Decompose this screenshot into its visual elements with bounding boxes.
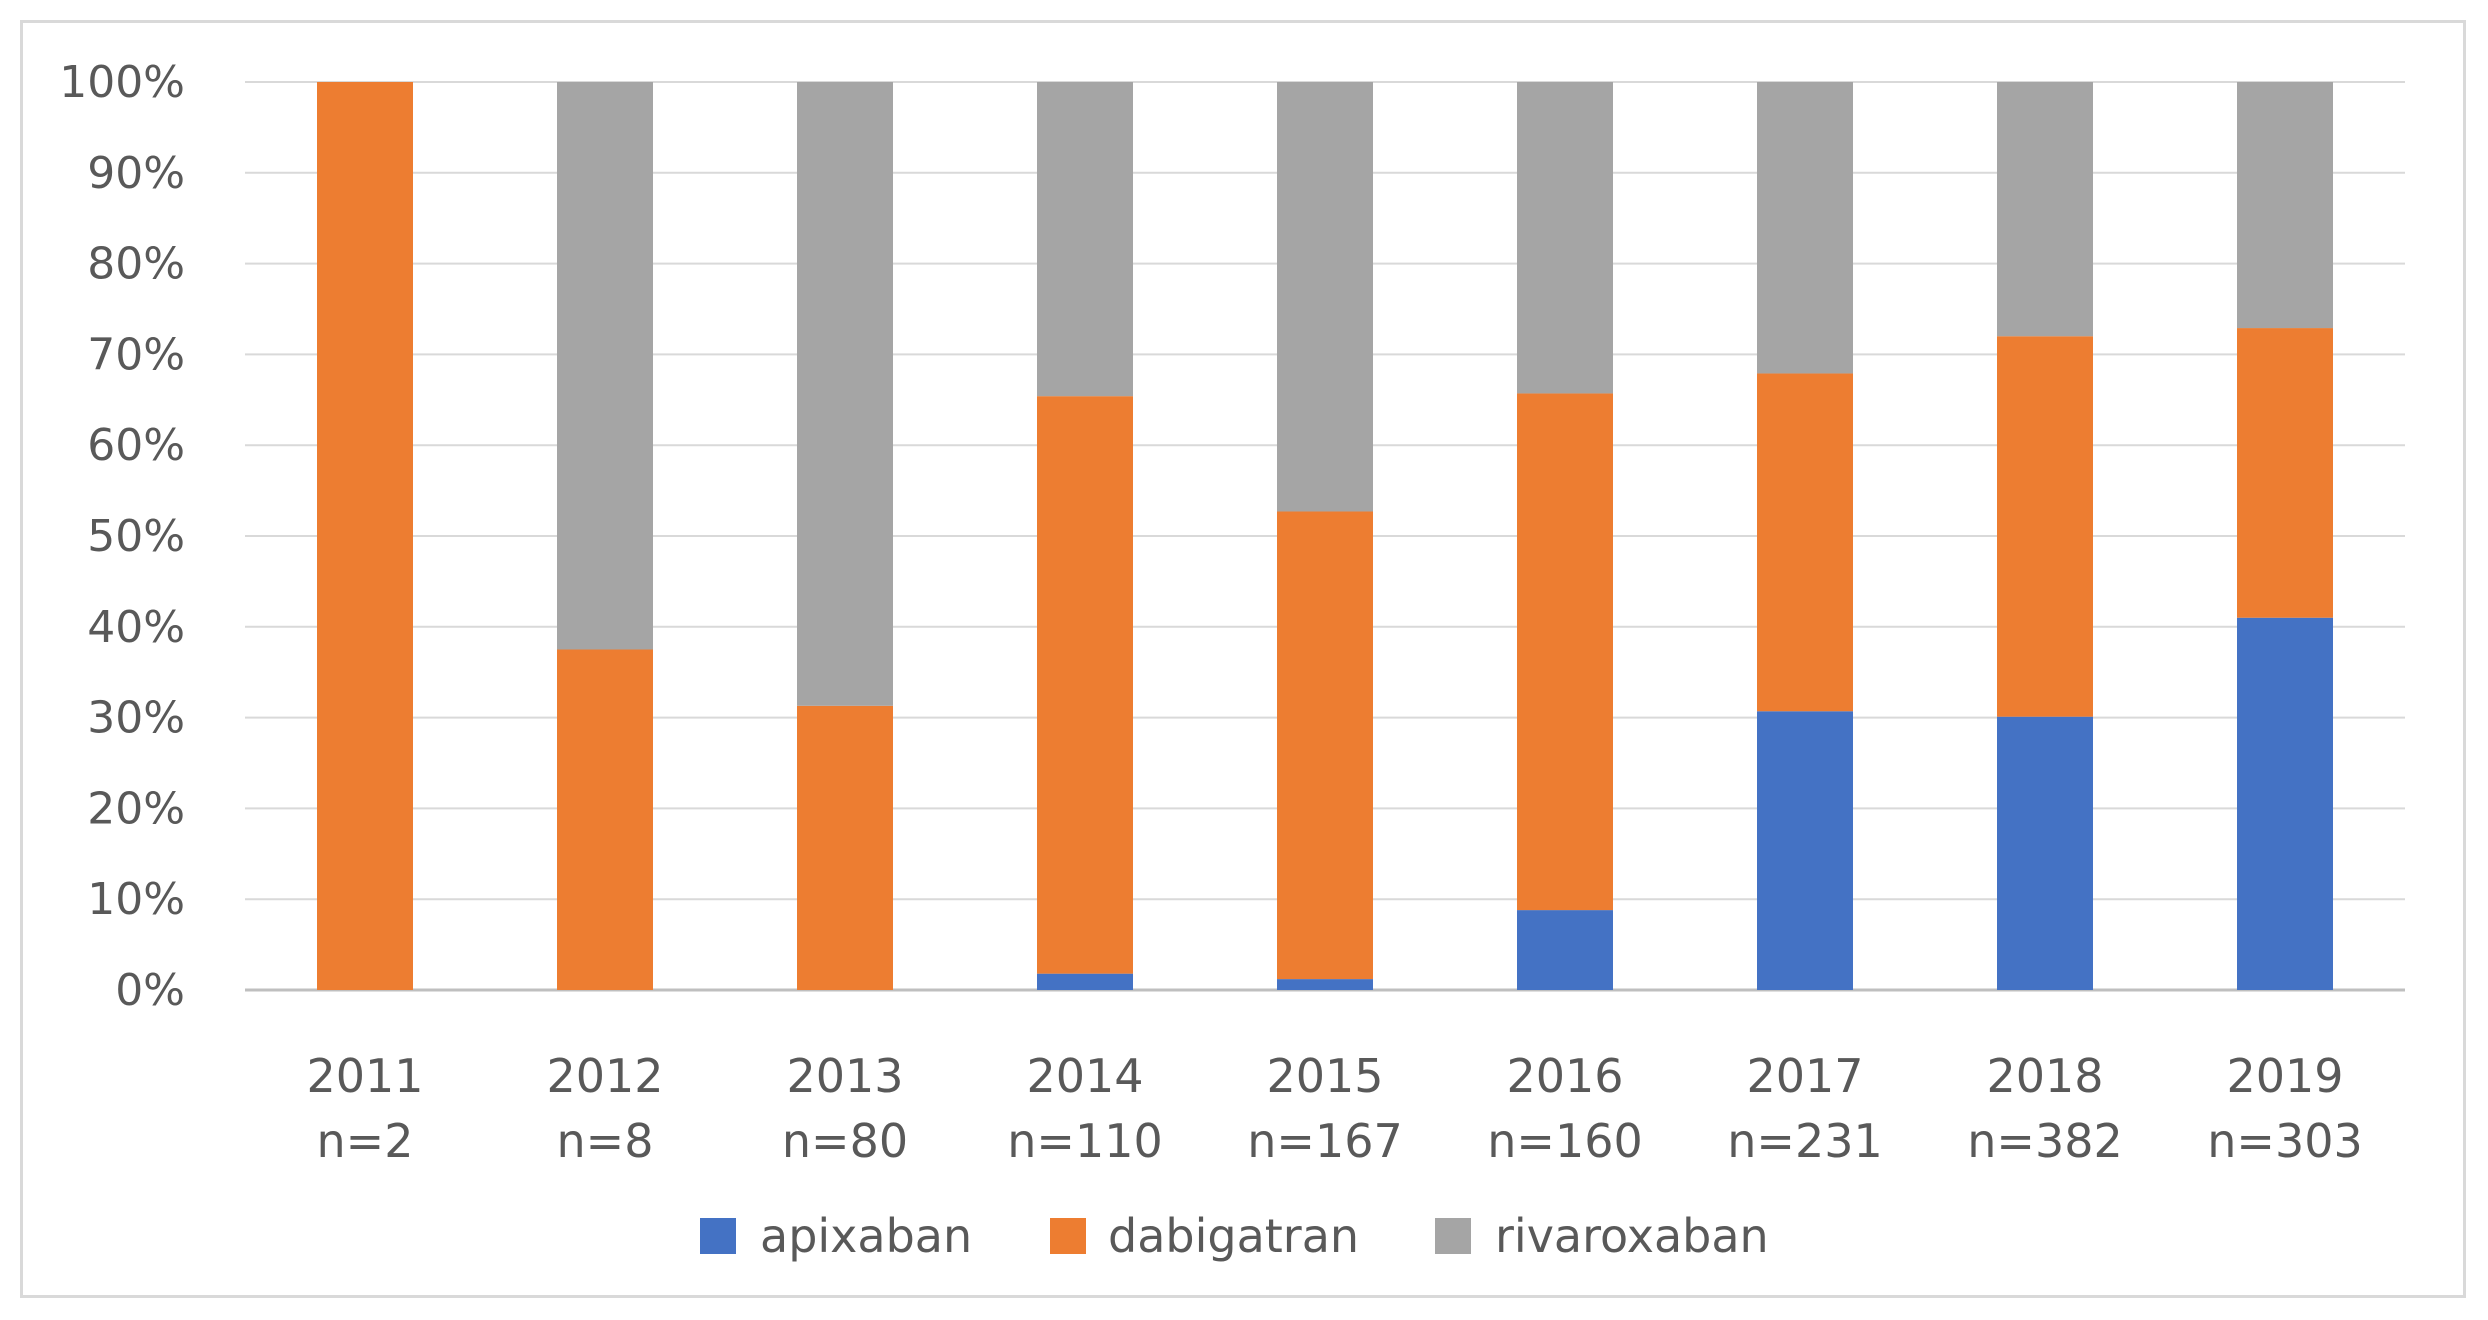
y-tick-label: 60% [87,420,185,471]
y-tick-label: 70% [87,329,185,380]
x-category-n: n=231 [1727,1114,1883,1168]
bar-segment-dabigatran-2012 [557,649,653,990]
legend-label-apixaban: apixaban [760,1209,972,1263]
y-tick-label: 30% [87,693,185,744]
x-category-n: n=110 [1007,1114,1163,1168]
bar-segment-rivaroxaban-2014 [1037,82,1133,397]
x-category-year: 2019 [2226,1049,2343,1103]
x-category-year: 2015 [1266,1049,1383,1103]
bar-segment-apixaban-2018 [1997,716,2093,990]
x-axis-categories: 2011 n=2 2012 n=8 2013 n=80 2014 n=110 2015 n=167… [306,1049,2362,1168]
x-category-year: 2014 [1026,1049,1143,1103]
bar-segment-rivaroxaban-2015 [1277,82,1373,512]
x-category-year: 2012 [546,1049,663,1103]
bar-segment-apixaban-2014 [1037,973,1133,990]
legend-swatch-apixaban [700,1218,736,1254]
x-category-n: n=2 [317,1114,414,1168]
legend-swatch-dabigatran [1050,1218,1086,1254]
x-category-n: n=8 [557,1114,654,1168]
y-tick-label: 20% [87,783,185,834]
y-tick-label: 100% [59,57,185,108]
legend-swatch-rivaroxaban [1435,1218,1471,1254]
legend: apixaban dabigatran rivaroxaban [700,1209,1769,1263]
x-category-year: 2016 [1506,1049,1623,1103]
y-tick-label: 50% [87,511,185,562]
y-tick-label: 10% [87,874,185,925]
bar-segment-dabigatran-2015 [1277,511,1373,980]
bar-segment-rivaroxaban-2018 [1997,82,2093,337]
bar-segment-dabigatran-2011 [317,82,413,990]
bar-segment-dabigatran-2018 [1997,336,2093,717]
x-category-year: 2017 [1746,1049,1863,1103]
y-tick-label: 80% [87,239,185,290]
bar-segment-rivaroxaban-2013 [797,82,893,706]
bar-segment-dabigatran-2019 [2237,328,2333,618]
x-category-n: n=160 [1487,1114,1643,1168]
x-category-year: 2011 [306,1049,423,1103]
bar-segment-apixaban-2019 [2237,617,2333,990]
legend-label-dabigatran: dabigatran [1108,1209,1359,1263]
bar-segment-dabigatran-2014 [1037,396,1133,974]
y-tick-label: 90% [87,148,185,199]
bar-segment-dabigatran-2013 [797,705,893,990]
bar-segment-apixaban-2016 [1517,910,1613,990]
bars [317,82,2333,990]
bar-segment-apixaban-2015 [1277,979,1373,990]
y-axis-ticks: 0% 10% 20% 30% 40% 50% 60% 70% 80% 90% 100% [59,57,185,1016]
bar-segment-rivaroxaban-2012 [557,82,653,650]
bar-segment-dabigatran-2017 [1757,373,1853,712]
bar-segment-rivaroxaban-2019 [2237,82,2333,329]
bar-segment-apixaban-2017 [1757,711,1853,990]
bar-segment-dabigatran-2016 [1517,393,1613,911]
y-tick-label: 40% [87,602,185,653]
x-category-n: n=303 [2207,1114,2363,1168]
bar-segment-rivaroxaban-2017 [1757,82,1853,374]
legend-label-rivaroxaban: rivaroxaban [1495,1209,1769,1263]
x-category-year: 2013 [786,1049,903,1103]
x-category-n: n=167 [1247,1114,1403,1168]
x-category-n: n=80 [782,1114,908,1168]
x-category-year: 2018 [1986,1049,2103,1103]
bar-segment-rivaroxaban-2016 [1517,82,1613,394]
y-tick-label: 0% [115,965,185,1016]
x-category-n: n=382 [1967,1114,2123,1168]
